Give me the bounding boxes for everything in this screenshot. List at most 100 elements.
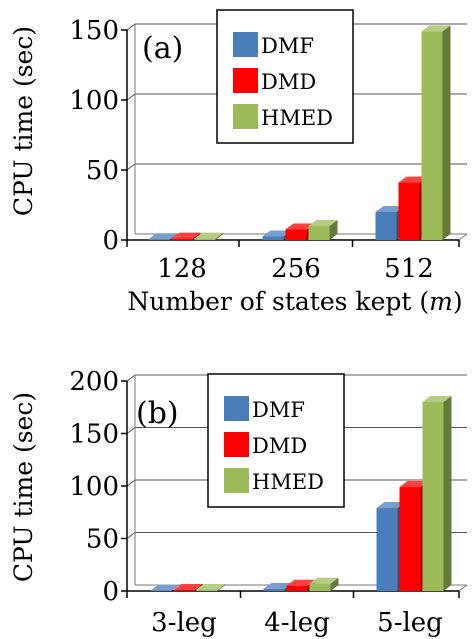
- y-tick-label: 50: [86, 156, 119, 186]
- bar-front: [286, 585, 308, 591]
- legend-swatch-dmd: [233, 68, 258, 93]
- panel-label: (a): [142, 31, 183, 66]
- bar-front: [263, 588, 285, 591]
- bar-top: [285, 223, 315, 230]
- y-axis-title: CPU time (sec): [9, 392, 38, 582]
- bar-top: [422, 396, 452, 402]
- y-tick-label: 100: [69, 472, 119, 502]
- x-tick-label: 5-leg: [377, 608, 443, 638]
- gridline-diagonal: [126, 93, 136, 101]
- bar-top: [148, 233, 178, 240]
- bar-front: [194, 238, 216, 240]
- y-tick-label: 150: [69, 16, 119, 46]
- bar-side: [330, 577, 339, 591]
- bar-top: [375, 206, 405, 212]
- bar-top: [194, 232, 224, 239]
- bar-top: [399, 481, 429, 488]
- y-tick-label: 100: [69, 86, 119, 116]
- legend-swatch-dmf: [233, 32, 258, 57]
- gridline-diagonal: [126, 23, 136, 31]
- bar-top: [150, 584, 180, 591]
- bar-top: [286, 579, 316, 586]
- bar-top: [196, 583, 226, 590]
- legend-label-dmd: DMD: [261, 70, 316, 94]
- y-tick-label: 0: [102, 577, 119, 607]
- panel-label: (b): [136, 396, 179, 431]
- legend-swatch-dmd: [224, 432, 249, 457]
- bar-top: [309, 577, 339, 584]
- bar-hmed-512: [421, 25, 451, 241]
- legend-swatch-hmed: [233, 104, 258, 129]
- bar-hmed-3-leg: [196, 583, 226, 591]
- bar-side: [443, 396, 452, 591]
- bar-side: [329, 220, 338, 240]
- y-tick-label: 50: [86, 525, 119, 555]
- y-tick-label: 150: [69, 420, 119, 450]
- gridline-diagonal: [126, 427, 136, 434]
- legend-swatch-dmf: [224, 396, 249, 421]
- floor-right-edge: [458, 233, 468, 241]
- y-tick-label: 0: [102, 226, 119, 256]
- bar-dmf-3-leg: [150, 584, 180, 591]
- bar-dmf-128: [148, 233, 178, 240]
- legend-label-hmed: HMED: [252, 470, 324, 494]
- bar-side: [215, 232, 224, 240]
- bar-front: [171, 238, 193, 240]
- bar-front: [150, 590, 172, 591]
- bar-hmed-128: [194, 232, 224, 240]
- bar-front: [308, 226, 330, 240]
- bar-front: [375, 212, 397, 240]
- gridline-diagonal: [126, 479, 136, 487]
- chart-panel-a: 0 50 100 150 128 256 512 CPU time (sec) Number o…: [9, 9, 468, 316]
- bar-side: [194, 583, 203, 591]
- bar-front: [399, 487, 421, 591]
- x-tick-label: 512: [384, 254, 434, 284]
- gridline-diagonal: [126, 532, 136, 539]
- bar-front: [262, 236, 284, 240]
- x-tick-label: 4-leg: [264, 608, 330, 638]
- y-axis-title: CPU time (sec): [9, 26, 38, 216]
- bar-hmed-4-leg: [309, 577, 339, 591]
- bar-side: [171, 584, 180, 591]
- bar-front: [421, 31, 443, 241]
- bar-hmed-5-leg: [422, 396, 452, 591]
- legend-label-hmed: HMED: [261, 106, 333, 130]
- bar-dmd-3-leg: [173, 583, 203, 591]
- legend-label-dmf: DMF: [252, 398, 305, 422]
- legend: DMF DMD HMED: [207, 373, 345, 508]
- bar-top: [262, 230, 292, 237]
- bar-front: [173, 589, 195, 591]
- bar-top: [171, 232, 201, 239]
- bar-hmed-256: [308, 220, 338, 240]
- legend-label-dmf: DMF: [261, 34, 314, 58]
- bar-front: [398, 182, 420, 240]
- bar-top: [173, 583, 203, 590]
- bar-front: [148, 239, 170, 240]
- bar-top: [263, 582, 293, 589]
- bar-front: [196, 589, 218, 591]
- x-tick-label: 256: [271, 254, 321, 284]
- gridline-diagonal: [126, 374, 136, 382]
- bar-top: [308, 220, 338, 226]
- x-tick-label: 128: [157, 254, 207, 284]
- y-tick-label: 200: [69, 367, 119, 397]
- bar-side: [192, 232, 201, 240]
- bar-front: [309, 583, 331, 591]
- bar-top: [421, 25, 451, 32]
- bar-front: [422, 402, 444, 591]
- legend-label-dmd: DMD: [252, 434, 307, 458]
- bar-top: [376, 502, 406, 509]
- gridline-diagonal: [126, 163, 136, 171]
- floor-right-edge: [458, 584, 468, 592]
- x-tick-label: 3-leg: [151, 608, 217, 638]
- chart-panel-b: 0 50 100 150 200 3-leg 4-leg 5-leg CPU time (sec…: [9, 367, 468, 638]
- bar-front: [285, 229, 307, 240]
- bar-side: [442, 25, 451, 241]
- x-axis-title: Number of states kept (m): [127, 287, 462, 316]
- bar-side: [169, 233, 178, 240]
- bar-top: [398, 176, 428, 183]
- legend: DMF DMD HMED: [216, 9, 354, 144]
- bar-side: [217, 583, 226, 591]
- bar-dmd-128: [171, 232, 201, 240]
